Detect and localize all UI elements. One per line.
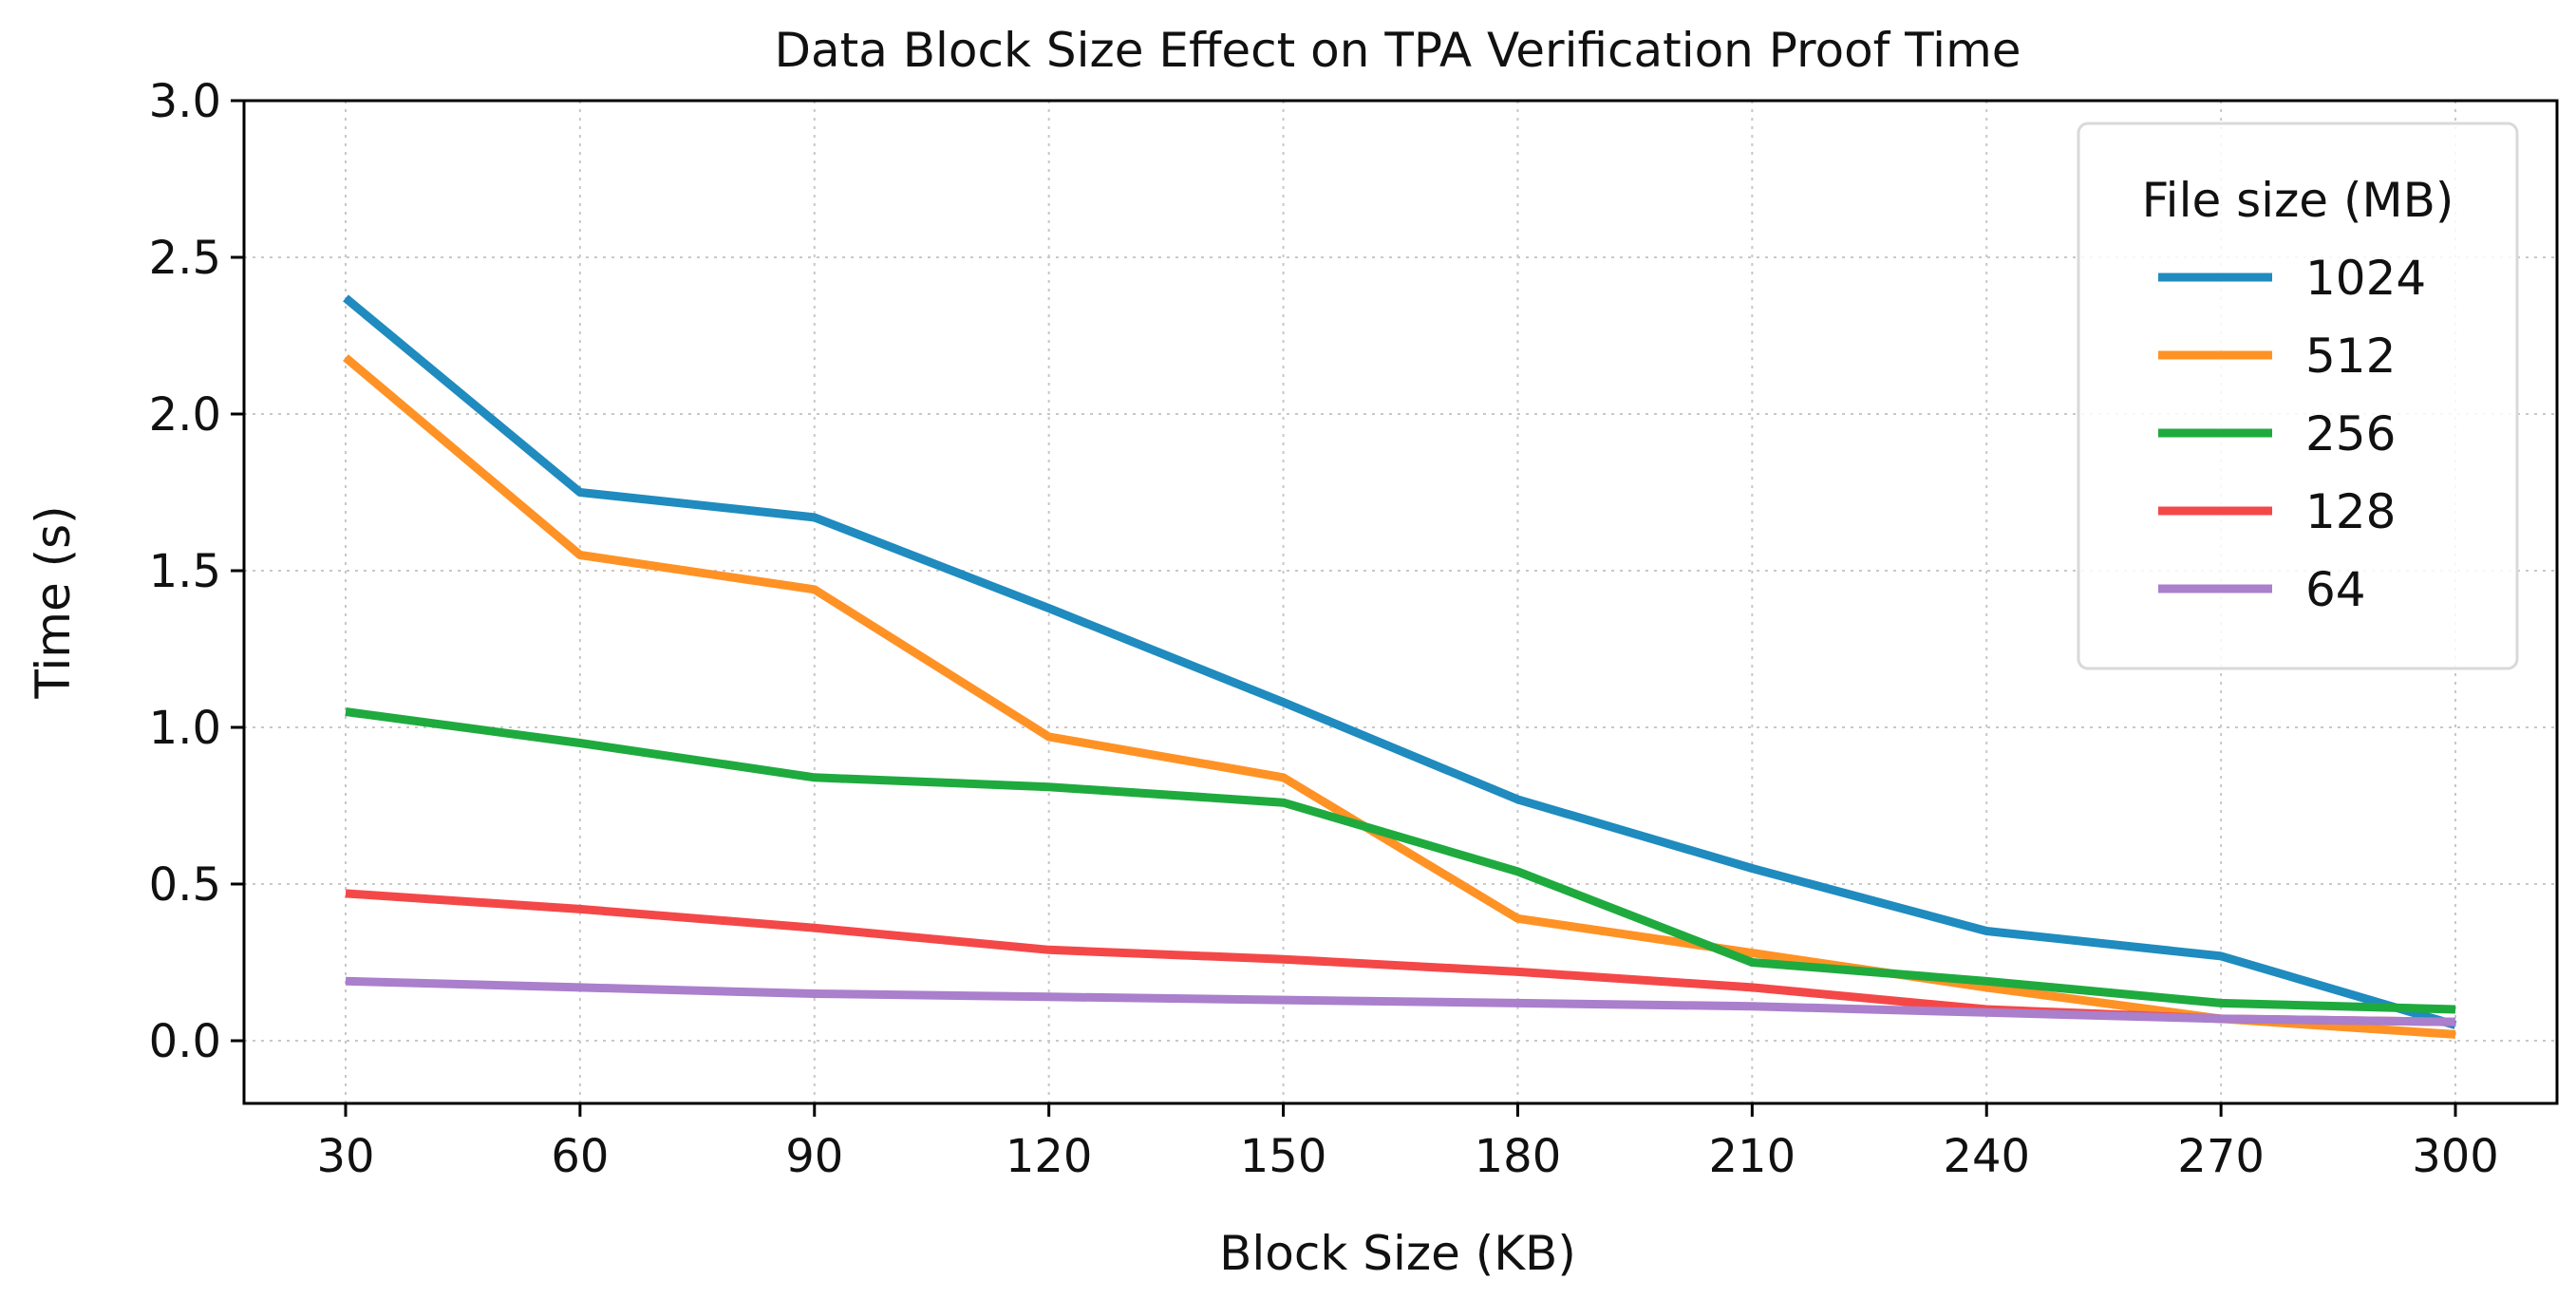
y-tick-label: 0.5: [149, 858, 221, 912]
legend-title: File size (MB): [2142, 173, 2454, 228]
legend-label-1024: 1024: [2305, 251, 2426, 306]
grid: [244, 100, 2557, 1103]
y-tick-label: 1.0: [149, 702, 221, 755]
y-axis: 0.0 0.5 1.0 1.5 2.0 2.5 3.0: [149, 75, 244, 1068]
x-tick-label: 90: [785, 1130, 843, 1183]
x-tick-label: 120: [1006, 1130, 1093, 1183]
y-tick-label: 2.0: [149, 388, 221, 442]
series-line-64: [345, 976, 2456, 1026]
x-axis-label: Block Size (KB): [1219, 1226, 1576, 1281]
x-tick-label: 300: [2412, 1130, 2499, 1183]
x-tick-label: 270: [2177, 1130, 2265, 1183]
y-tick-label: 0.0: [149, 1015, 221, 1068]
x-axis: 30 60 90 120 150 180 210 240 270 300: [316, 1103, 2499, 1183]
x-tick-label: 240: [1943, 1130, 2030, 1183]
plot-frame: [242, 99, 2559, 1105]
legend-box: [2077, 122, 2519, 670]
legend-label-128: 128: [2305, 484, 2396, 539]
legend-label-64: 64: [2305, 562, 2366, 617]
chart-title: Data Block Size Effect on TPA Verificati…: [774, 23, 2021, 78]
x-tick-label: 210: [1709, 1130, 1796, 1183]
y-axis-label: Time (s): [26, 505, 81, 699]
legend-label-512: 512: [2305, 329, 2396, 384]
y-tick-label: 1.5: [149, 545, 221, 598]
legend-label-256: 256: [2305, 406, 2396, 461]
y-tick-label: 3.0: [149, 75, 221, 128]
series-line-512: [343, 354, 2456, 1039]
series-line-256: [345, 707, 2456, 1014]
series-lines: [343, 294, 2457, 1039]
x-tick-label: 30: [316, 1130, 374, 1183]
x-tick-label: 180: [1475, 1130, 1562, 1183]
x-tick-label: 150: [1240, 1130, 1327, 1183]
x-tick-label: 60: [551, 1130, 609, 1183]
series-line-1024: [343, 294, 2457, 1029]
legend: File size (MB) 1024 512 256 128 64: [2077, 122, 2519, 670]
y-tick-label: 2.5: [149, 232, 221, 285]
